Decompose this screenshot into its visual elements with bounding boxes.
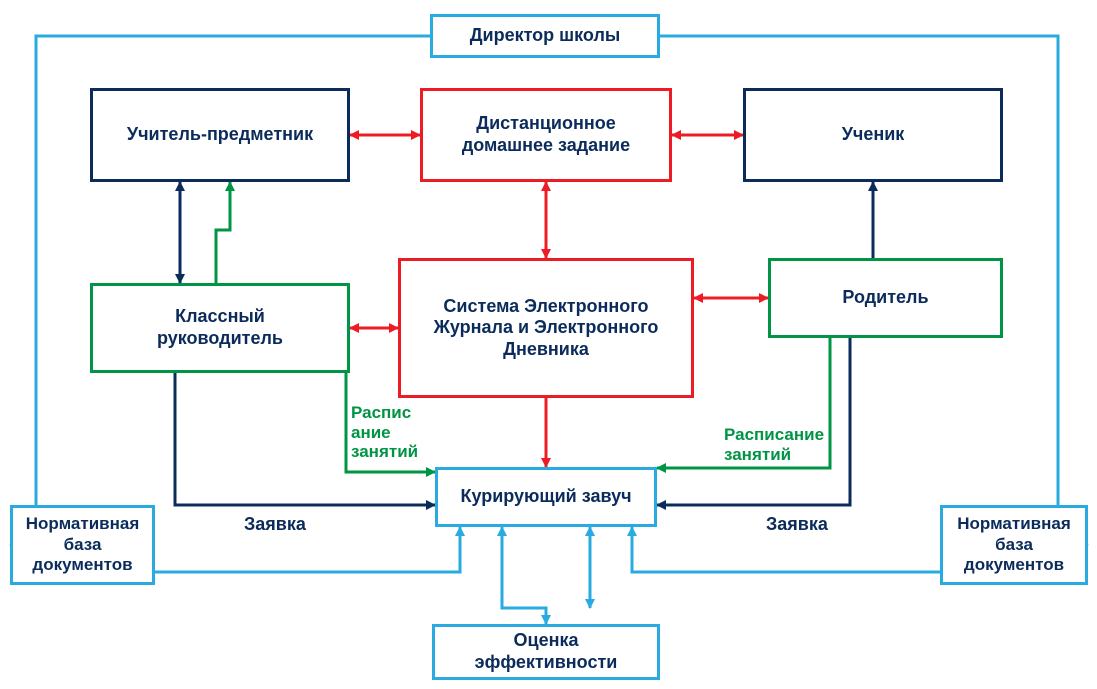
edge-label-zayR: Заявка — [766, 514, 828, 535]
node-label: Оценка эффективности — [475, 630, 618, 673]
edge — [502, 527, 546, 624]
edge — [216, 182, 230, 283]
node-label: Ученик — [842, 124, 905, 146]
node-label: Директор школы — [470, 25, 621, 47]
node-director: Директор школы — [430, 14, 660, 58]
node-normR: Нормативная база документов — [940, 505, 1088, 585]
node-eval: Оценка эффективности — [432, 624, 660, 680]
edge-label-zayL: Заявка — [244, 514, 306, 535]
node-label: Классный руководитель — [157, 306, 283, 349]
node-system: Система Электронного Журнала и Электронн… — [398, 258, 694, 398]
node-label: Дистанционное домашнее задание — [462, 113, 630, 156]
node-student: Ученик — [743, 88, 1003, 182]
node-zavuch: Курирующий завуч — [435, 467, 657, 527]
node-parent: Родитель — [768, 258, 1003, 338]
node-label: Учитель-предметник — [127, 124, 313, 146]
edge — [155, 527, 460, 572]
node-label: Курирующий завуч — [460, 486, 631, 508]
node-classhead: Классный руководитель — [90, 283, 350, 373]
node-teacher: Учитель-предметник — [90, 88, 350, 182]
node-label: Нормативная база документов — [957, 514, 1071, 575]
node-label: Нормативная база документов — [26, 514, 140, 575]
edge-label-raspL: Распис ание занятий — [351, 403, 418, 462]
diagram-canvas: Директор школы Учитель-предметник Дистанци… — [0, 0, 1097, 689]
node-label: Система Электронного Журнала и Электронн… — [434, 296, 659, 361]
node-normL: Нормативная база документов — [10, 505, 155, 585]
edge-label-raspR: Расписание занятий — [724, 425, 824, 464]
node-remote: Дистанционное домашнее задание — [420, 88, 672, 182]
node-label: Родитель — [842, 287, 928, 309]
